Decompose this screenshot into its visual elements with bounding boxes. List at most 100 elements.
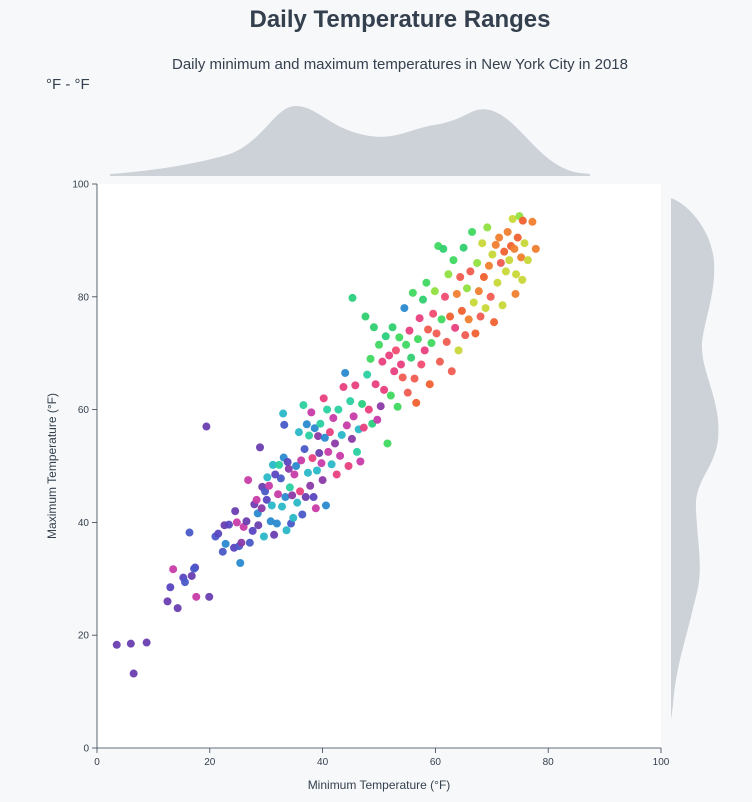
data-point [435,357,444,366]
data-point [344,462,353,470]
y-tick-label: 80 [78,292,90,303]
data-point [289,513,298,522]
data-point [461,331,470,340]
data-point [407,353,416,362]
data-point [440,292,449,301]
data-point [336,451,345,460]
data-point [452,289,461,298]
data-point [218,547,227,556]
data-point [190,564,199,573]
data-point [469,298,478,307]
data-point [500,247,509,256]
data-point [523,256,532,265]
data-point [405,326,414,335]
data-point [337,430,346,439]
data-point [341,368,350,377]
data-point [488,250,497,259]
data-point [267,501,276,510]
data-point [427,339,436,348]
data-point [395,333,404,342]
data-point [324,447,333,456]
data-point [283,458,292,467]
data-point [316,419,325,428]
data-point [520,239,529,248]
data-point [308,454,317,463]
data-point [486,292,495,301]
data-point [454,346,463,355]
data-point [476,312,485,321]
page-title: Daily Temperature Ranges [249,6,551,33]
data-point [388,323,397,332]
data-point [214,529,223,538]
data-point [371,380,380,389]
data-points [112,212,540,678]
data-point [483,223,492,232]
data-point [202,422,211,431]
data-point [142,638,151,647]
data-point [262,495,271,504]
y-tick-label: 20 [78,631,90,642]
data-point [505,256,514,265]
data-point [126,639,135,648]
data-point [418,295,427,304]
data-point [257,504,266,513]
data-point [231,507,240,516]
data-point [351,381,360,390]
data-point [284,464,293,473]
plot-background [97,184,661,748]
data-point [314,432,323,441]
data-point [187,571,196,580]
data-point [315,449,324,458]
data-point [400,304,409,313]
data-point [112,640,121,649]
data-point [325,428,334,437]
data-point [410,374,419,383]
y-axis-title: Maximum Temperature (°F) [45,393,59,539]
data-point [456,273,465,282]
data-point [271,470,280,479]
data-point [457,306,466,315]
data-point [317,459,326,468]
data-point [517,253,526,262]
data-point [531,244,540,253]
data-point [358,399,367,408]
data-point [459,243,468,252]
data-point [451,323,460,332]
data-point [466,267,475,276]
data-point [508,214,517,223]
data-point [248,526,257,535]
data-point [439,244,448,253]
data-point [429,309,438,318]
x-tick-label: 80 [543,757,555,768]
data-point [268,460,277,469]
data-point [173,604,182,613]
data-point [376,402,385,411]
data-point [386,391,395,400]
data-point [528,217,537,226]
data-point [221,539,230,548]
data-point [300,445,309,454]
data-point [329,414,338,423]
chart-subtitle: Daily minimum and maximum temperatures i… [171,56,628,73]
data-point [366,354,375,363]
data-point [495,233,504,242]
y-marginal-density [671,198,719,720]
data-point [263,473,272,482]
data-point [490,318,499,327]
data-point [280,420,289,429]
data-point [413,335,422,344]
data-point [312,466,321,475]
data-point [424,325,433,334]
data-point [166,583,175,592]
data-point [420,346,429,355]
data-point [474,287,483,296]
data-point [244,476,253,485]
data-point [464,315,473,324]
data-point [513,233,522,242]
data-point [512,270,521,279]
data-point [449,256,458,265]
data-point [321,501,330,510]
data-point [380,385,389,394]
data-point [364,405,373,414]
